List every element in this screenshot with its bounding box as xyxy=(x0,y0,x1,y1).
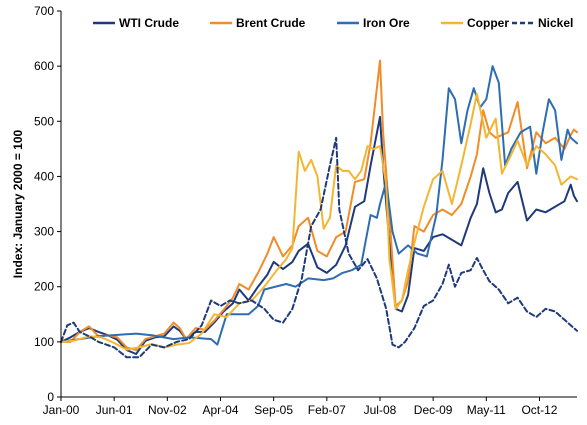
legend-label-iron-ore: Iron Ore xyxy=(363,16,410,30)
y-axis-label: Index: January 2000 = 100 xyxy=(11,129,25,278)
series-line-brent-crude xyxy=(60,59,578,352)
series-line-nickel xyxy=(60,136,578,359)
legend-label-wti-crude: WTI Crude xyxy=(119,16,179,30)
y-tick-label: 300 xyxy=(34,225,54,239)
x-tick-label: Apr-04 xyxy=(202,403,238,417)
y-tick-label: 600 xyxy=(34,59,54,73)
y-tick-label: 500 xyxy=(34,114,54,128)
axes-layer: 0 100 200 300 400 500 600 700 Jan-00 Jun-01 Nov-02… xyxy=(34,4,577,417)
x-tick-label: May-11 xyxy=(467,403,506,417)
x-tick-label: Nov-02 xyxy=(148,403,187,417)
y-tick-label: 200 xyxy=(34,280,54,294)
series-layer xyxy=(60,59,578,359)
x-tick-label: Feb-07 xyxy=(308,403,346,417)
y-tick-label: 400 xyxy=(34,169,54,183)
legend-label-copper: Copper xyxy=(467,16,509,30)
x-tick-label: Jan-00 xyxy=(43,403,80,417)
plot-area xyxy=(61,11,577,397)
series-line-copper xyxy=(60,92,578,351)
y-tick-label: 700 xyxy=(34,4,54,18)
y-tick-label: 100 xyxy=(34,335,54,349)
x-tick-label: Dec-09 xyxy=(414,403,453,417)
x-tick-label: Oct-12 xyxy=(521,403,557,417)
legend-label-nickel: Nickel xyxy=(538,16,573,30)
y-tick-label: 0 xyxy=(47,390,54,404)
legend: WTI Crude Brent Crude Iron Ore Copper Nickel xyxy=(93,16,573,30)
x-tick-label: Jul-08 xyxy=(364,403,397,417)
legend-label-brent-crude: Brent Crude xyxy=(236,16,306,30)
x-tick-label: Sep-05 xyxy=(254,403,293,417)
series-line-iron-ore xyxy=(60,65,578,346)
x-tick-label: Jun-01 xyxy=(96,403,133,417)
